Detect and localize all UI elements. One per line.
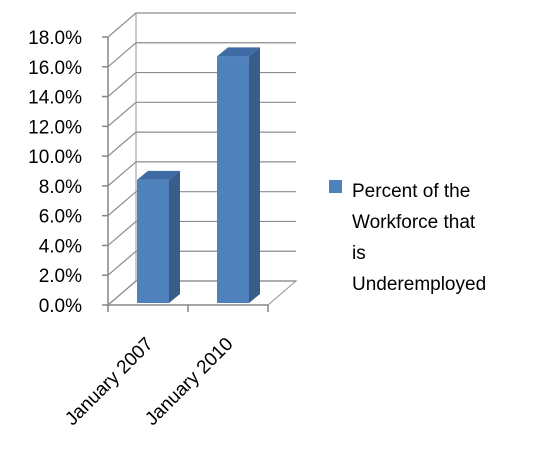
y-tick-label: 8.0% xyxy=(39,177,82,198)
bar-top xyxy=(137,170,180,180)
bar xyxy=(137,170,180,303)
y-tick-label: 4.0% xyxy=(39,236,82,257)
legend-label-line: is xyxy=(352,243,366,264)
bar-side xyxy=(169,170,180,303)
axes xyxy=(102,36,269,312)
y-axis-tick-labels: 0.0% 2.0% 4.0% 6.0% 8.0% 10.0% 12.0% 14.0% 16.0%… xyxy=(28,28,82,317)
gridlines xyxy=(107,12,296,306)
bar-top xyxy=(217,47,260,57)
gridline xyxy=(107,12,296,38)
legend-swatch xyxy=(329,180,342,193)
bar xyxy=(217,47,260,303)
legend-label-line: Underemployed xyxy=(352,274,486,295)
y-tick-label: 16.0% xyxy=(28,58,82,79)
floor-edge xyxy=(107,280,298,306)
chart-walls xyxy=(107,13,298,306)
legend-label-line: Percent of the xyxy=(352,181,470,202)
gridline xyxy=(107,280,296,306)
y-tick-label: 12.0% xyxy=(28,117,82,138)
legend: Percent of the Workforce that is Underemplo… xyxy=(329,180,486,295)
bar-front xyxy=(137,179,169,303)
y-tick-label: 6.0% xyxy=(39,207,82,228)
y-tick-label: 2.0% xyxy=(39,266,82,287)
legend-label: Percent of the Workforce that is Underemplo… xyxy=(352,181,486,295)
legend-label-line: Workforce that xyxy=(352,212,476,233)
y-tick-label: 10.0% xyxy=(28,147,82,168)
y-tick-label: 0.0% xyxy=(39,296,82,317)
bars xyxy=(137,47,260,303)
gridline xyxy=(107,42,296,68)
y-tick-label: 18.0% xyxy=(28,28,82,49)
y-tick-label: 14.0% xyxy=(28,88,82,109)
bar-front xyxy=(217,56,249,303)
bar-side xyxy=(249,47,260,303)
